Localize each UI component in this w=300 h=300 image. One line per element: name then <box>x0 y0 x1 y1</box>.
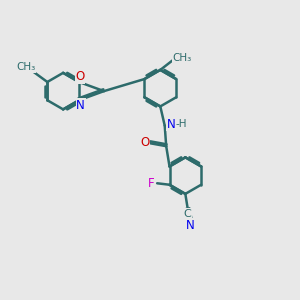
Text: C: C <box>184 209 192 219</box>
Text: N: N <box>76 99 85 112</box>
Text: CH₃: CH₃ <box>16 62 35 72</box>
Text: -H: -H <box>175 119 187 129</box>
Text: N: N <box>167 118 176 130</box>
Text: F: F <box>148 177 154 190</box>
Text: O: O <box>140 136 149 149</box>
Text: CH₃: CH₃ <box>172 53 191 63</box>
Text: N: N <box>186 219 194 232</box>
Text: O: O <box>76 70 85 83</box>
